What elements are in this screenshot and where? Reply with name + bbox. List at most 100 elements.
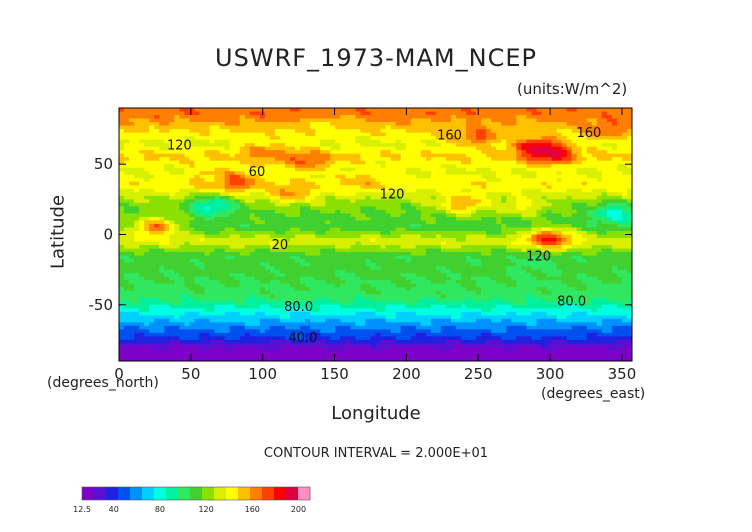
heatmap-cell [551,245,557,249]
heatmap-cell [214,122,220,126]
heatmap-cell [601,262,608,267]
heatmap-cell [345,209,351,214]
heatmap-cell [516,220,522,225]
heatmap-cell [295,252,301,256]
heatmap-cell [435,115,442,119]
heatmap-cell [365,206,371,211]
heatmap-cell [290,150,296,155]
heatmap-cell [566,259,573,264]
heatmap-cell [264,150,271,155]
heatmap-cell [300,118,306,123]
heatmap-cell [179,164,185,169]
heatmap-cell [124,129,130,133]
heatmap-cell [179,171,185,176]
heatmap-cell [430,139,437,144]
heatmap-cell [350,220,356,225]
heatmap-cell [561,248,568,253]
heatmap-cell [174,245,180,249]
heatmap-cell [234,192,241,197]
heatmap-cell [330,129,336,133]
heatmap-cell [405,252,412,256]
heatmap-cell [395,143,402,148]
heatmap-cell [440,118,447,123]
heatmap-cell [154,160,160,165]
heatmap-cell [325,160,331,165]
heatmap-cell [219,125,226,130]
heatmap-cell [430,199,437,204]
heatmap-cell [626,206,633,211]
heatmap-cell [134,209,140,214]
heatmap-cell [194,164,200,169]
heatmap-cell [355,171,361,176]
heatmap-cell [501,209,507,214]
heatmap-cell [481,174,487,179]
heatmap-cell [144,241,150,246]
heatmap-cell [234,164,241,169]
heatmap-cell [325,178,331,183]
heatmap-cell [481,206,487,211]
heatmap-cell [626,171,633,176]
heatmap-cell [239,136,246,141]
heatmap-cell [169,188,175,193]
heatmap-cell [526,213,532,218]
heatmap-cell [284,167,291,172]
heatmap-cell [486,213,492,218]
heatmap-cell [415,245,422,249]
heatmap-cell [481,241,487,246]
heatmap-cell [440,167,447,172]
heatmap-cell [601,181,608,186]
heatmap-cell [506,132,512,137]
heatmap-cell [440,125,447,130]
heatmap-cell [466,269,472,274]
heatmap-cell [320,255,326,260]
heatmap-cell [259,164,266,169]
heatmap-cell [149,160,155,165]
heatmap-cell [350,157,356,162]
heatmap-cell [264,136,271,141]
heatmap-cell [249,216,256,221]
heatmap-cell [134,118,140,123]
heatmap-cell [214,174,220,179]
heatmap-cell [370,220,376,225]
heatmap-cell [315,238,321,242]
heatmap-cell [305,153,311,158]
heatmap-cell [496,230,502,235]
heatmap-cell [325,146,331,151]
heatmap-cell [596,164,603,169]
heatmap-cell [511,143,517,148]
heatmap-cell [516,122,522,126]
heatmap-cell [330,273,336,278]
heatmap-cell [390,139,397,144]
heatmap-cell [425,171,432,176]
heatmap-cell [279,181,286,186]
heatmap-cell [591,115,598,119]
heatmap-cell [415,220,422,225]
heatmap-cell [194,132,200,137]
heatmap-cell [229,174,236,179]
heatmap-cell [440,153,447,158]
heatmap-cell [430,167,437,172]
heatmap-cell [249,259,256,264]
heatmap-cell [254,209,261,214]
heatmap-cell [244,188,251,193]
heatmap-cell [295,136,301,141]
heatmap-cell [124,227,130,232]
heatmap-cell [415,223,422,228]
heatmap-cell [430,181,437,186]
heatmap-cell [209,209,215,214]
heatmap-cell [305,192,311,197]
heatmap-cell [370,118,376,123]
heatmap-cell [335,276,341,281]
heatmap-cell [556,248,562,253]
heatmap-cell [290,132,296,137]
heatmap-cell [385,273,391,278]
heatmap-cell [370,153,376,158]
heatmap-cell [521,223,527,228]
heatmap-cell [506,252,512,256]
heatmap-cell [164,266,170,271]
heatmap-cell [239,122,246,126]
heatmap-cell [234,241,241,246]
heatmap-cell [400,171,407,176]
heatmap-cell [461,160,467,165]
heatmap-cell [561,129,568,133]
